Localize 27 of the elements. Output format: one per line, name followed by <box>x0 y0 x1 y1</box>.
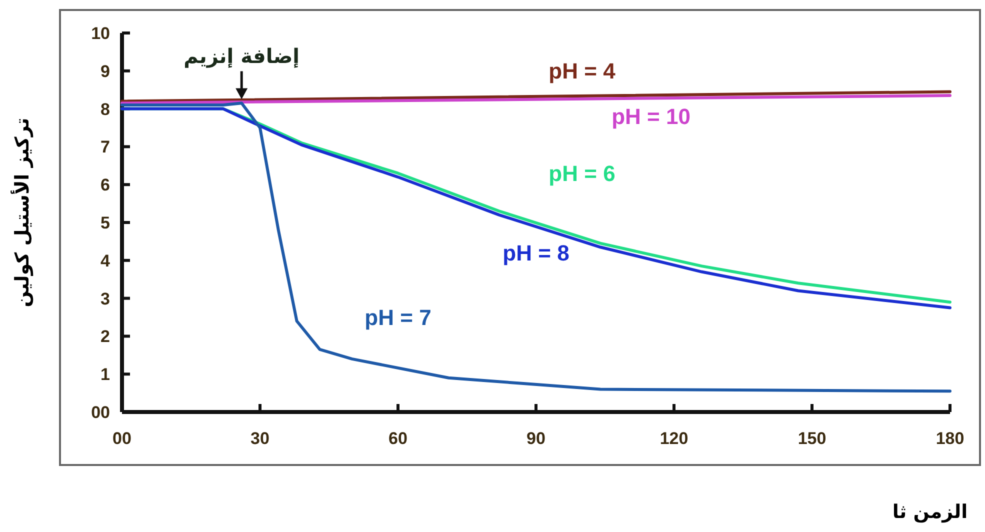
series-label: pH = 7 <box>364 304 432 330</box>
series-label: pH = 10 <box>612 104 690 129</box>
x-tick-label: 00 <box>112 429 132 448</box>
x-tick-label: 60 <box>388 429 408 448</box>
series-label: pH = 8 <box>502 240 570 266</box>
y-tick-label: 4 <box>100 251 111 270</box>
x-tick-label: 120 <box>660 429 688 448</box>
x-tick-label: 90 <box>526 429 546 448</box>
x-tick-label: 180 <box>936 429 964 448</box>
y-tick-label: 6 <box>100 176 110 195</box>
series-label: pH = 4 <box>548 58 616 84</box>
y-tick-label: 00 <box>91 402 110 422</box>
x-tick-label: 30 <box>250 429 270 448</box>
y-tick-label: 1 <box>100 365 110 384</box>
y-tick-label: 5 <box>100 213 110 232</box>
y-tick-label: 9 <box>100 62 110 81</box>
y-tick-label: 10 <box>91 24 110 43</box>
y-tick-label: 2 <box>100 327 110 346</box>
y-axis-title: تركيز الأستيل كولين <box>10 118 34 308</box>
line-series <box>120 102 952 393</box>
x-axis-title: الزمن ثا <box>892 501 968 523</box>
series-label: pH = 6 <box>548 160 616 186</box>
annotation: إضافة إنزيم <box>184 44 300 68</box>
x-tick-label: 150 <box>798 429 826 448</box>
y-tick-label: 7 <box>100 138 110 157</box>
y-tick-label: 8 <box>100 100 110 119</box>
y-tick-label: 3 <box>100 289 110 308</box>
